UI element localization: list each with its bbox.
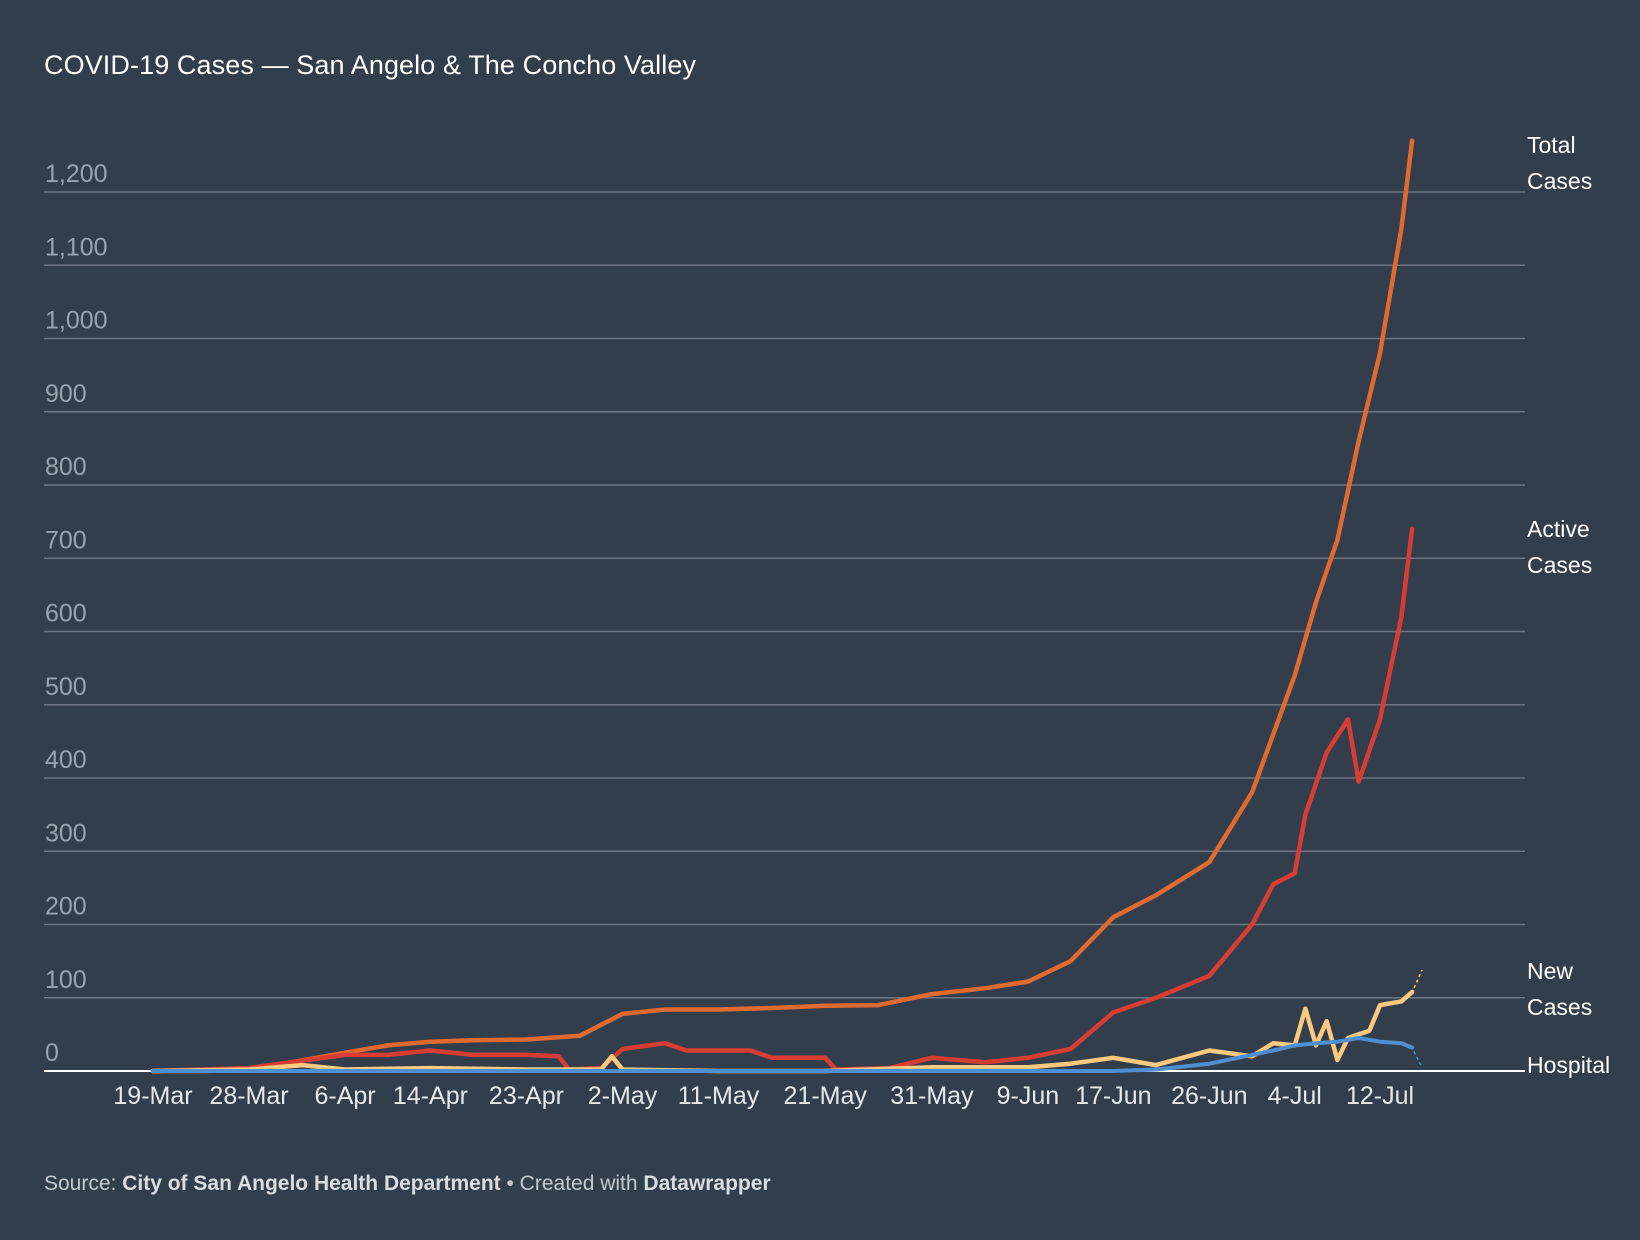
y-tick-label: 600 bbox=[45, 600, 87, 628]
source-prefix: Source: bbox=[44, 1172, 123, 1195]
y-axis-labels: 0 100 200 300 400 500 600 700 800 900 1,000 1,100 1,… bbox=[45, 160, 108, 1067]
y-tick-label: 500 bbox=[45, 673, 87, 701]
y-tick-label: 300 bbox=[45, 819, 87, 847]
y-tick-label: 0 bbox=[45, 1039, 59, 1067]
y-tick-label: 1,200 bbox=[45, 160, 108, 188]
x-tick-label: 9-Jun bbox=[997, 1082, 1060, 1110]
series-end-label: New bbox=[1527, 958, 1573, 984]
series-end-label: Cases bbox=[1527, 552, 1592, 578]
series-end-label: Cases bbox=[1527, 168, 1592, 194]
y-tick-label: 900 bbox=[45, 380, 87, 408]
x-axis-labels: 19-Mar 28-Mar 6-Apr 14-Apr 23-Apr 2-May 11-May… bbox=[113, 1082, 1414, 1110]
x-tick-label: 4-Jul bbox=[1268, 1082, 1322, 1110]
series-line bbox=[151, 1036, 1415, 1073]
x-tick-label: 23-Apr bbox=[489, 1082, 564, 1110]
x-tick-label: 28-Mar bbox=[209, 1082, 288, 1110]
x-tick-label: 31-May bbox=[890, 1082, 974, 1110]
series-end-label: Active bbox=[1527, 516, 1590, 542]
y-tick-label: 100 bbox=[45, 966, 87, 994]
source-name: City of San Angelo Health Department bbox=[122, 1172, 501, 1195]
series-lines bbox=[150, 138, 1423, 1074]
x-tick-label: 21-May bbox=[784, 1082, 868, 1110]
series-line bbox=[150, 138, 1415, 1074]
y-tick-label: 400 bbox=[45, 746, 87, 774]
series-end-labels: Total Cases Active Cases New Cases Hospital bbox=[1527, 132, 1610, 1078]
source-credit: Source: City of San Angelo Health Depart… bbox=[44, 1172, 771, 1196]
x-tick-label: 26-Jun bbox=[1171, 1082, 1247, 1110]
x-tick-label: 11-May bbox=[678, 1082, 760, 1110]
y-tick-label: 1,000 bbox=[45, 307, 108, 335]
y-tick-label: 200 bbox=[45, 893, 87, 921]
chart-title: COVID-19 Cases — San Angelo & The Concho… bbox=[44, 50, 697, 80]
x-tick-label: 19-Mar bbox=[113, 1082, 192, 1110]
x-tick-label: 17-Jun bbox=[1075, 1082, 1151, 1110]
y-tick-label: 1,100 bbox=[45, 233, 108, 261]
x-tick-label: 14-Apr bbox=[393, 1082, 468, 1110]
series-end-label: Total bbox=[1527, 132, 1576, 158]
y-tick-label: 700 bbox=[45, 526, 87, 554]
x-tick-label: 6-Apr bbox=[314, 1082, 375, 1110]
grid-lines bbox=[44, 191, 1525, 1072]
tool-name: Datawrapper bbox=[643, 1172, 771, 1195]
label-connector bbox=[1413, 1051, 1423, 1068]
series-end-label: Hospital bbox=[1527, 1052, 1610, 1078]
label-connector bbox=[1413, 969, 1423, 989]
x-tick-label: 2-May bbox=[588, 1082, 658, 1110]
series-line bbox=[150, 526, 1415, 1074]
source-separator: • Created with bbox=[500, 1172, 644, 1195]
x-tick-label: 12-Jul bbox=[1346, 1082, 1414, 1110]
series-end-label: Cases bbox=[1527, 994, 1592, 1020]
y-tick-label: 800 bbox=[45, 453, 87, 481]
